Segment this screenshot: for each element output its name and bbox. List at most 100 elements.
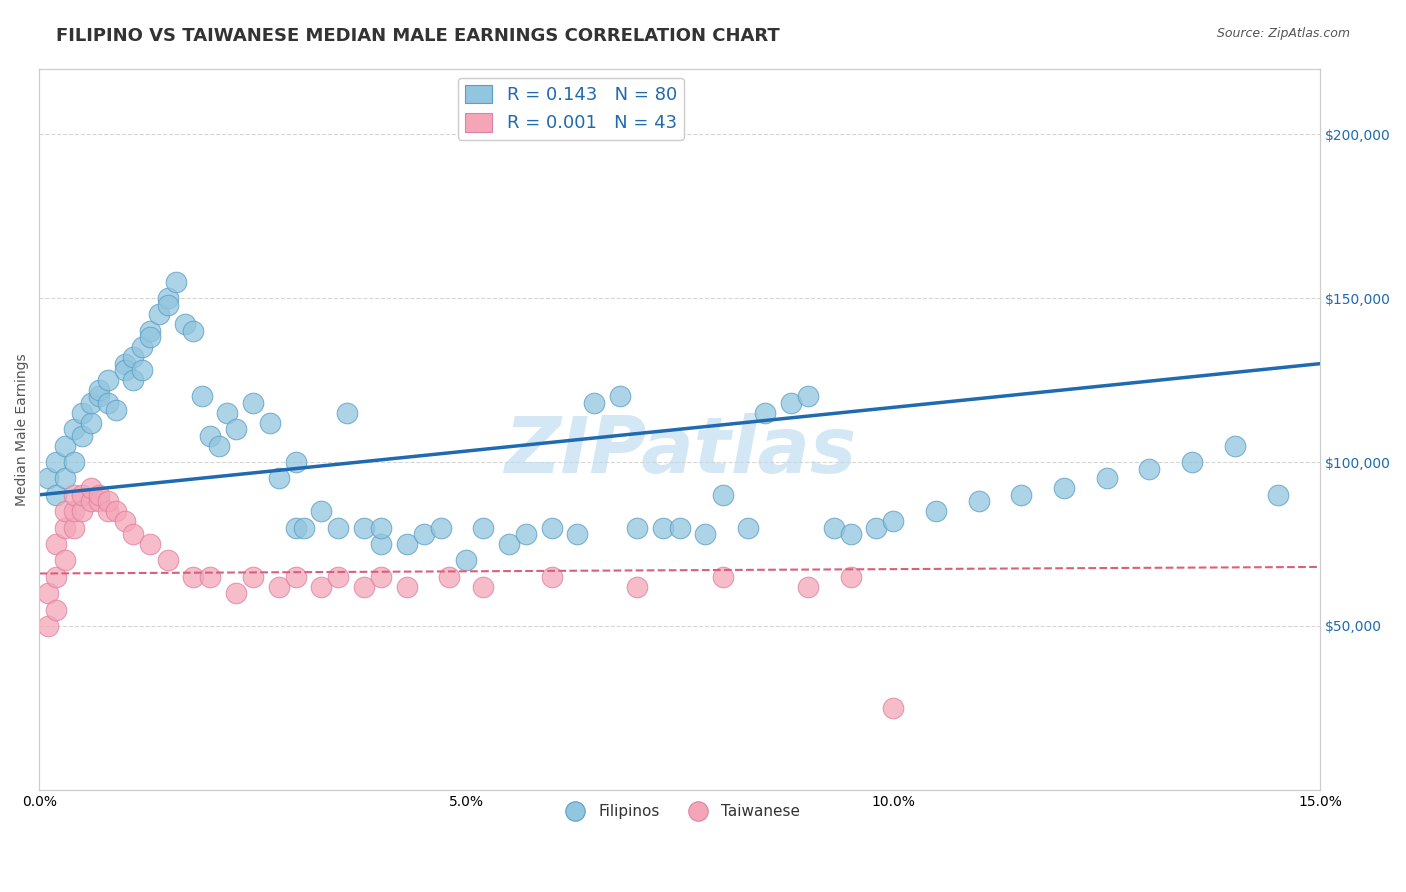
Point xyxy=(53,439,76,453)
Point xyxy=(62,422,84,436)
Point xyxy=(139,330,162,344)
Point xyxy=(823,520,845,534)
Point xyxy=(737,520,759,534)
Point xyxy=(45,570,67,584)
Point xyxy=(156,553,179,567)
Point xyxy=(267,471,290,485)
Point xyxy=(1010,488,1032,502)
Point xyxy=(173,318,195,332)
Point xyxy=(97,373,120,387)
Point xyxy=(62,520,84,534)
Point xyxy=(472,580,495,594)
Point xyxy=(122,527,145,541)
Point xyxy=(37,619,59,633)
Point xyxy=(395,580,418,594)
Point xyxy=(45,455,67,469)
Point xyxy=(70,504,93,518)
Point xyxy=(328,520,350,534)
Point xyxy=(53,520,76,534)
Point xyxy=(925,504,948,518)
Point xyxy=(89,494,111,508)
Point xyxy=(165,275,187,289)
Point xyxy=(259,416,281,430)
Point xyxy=(583,396,606,410)
Point xyxy=(70,429,93,443)
Point xyxy=(242,570,264,584)
Point xyxy=(122,373,145,387)
Point xyxy=(669,520,692,534)
Point xyxy=(62,488,84,502)
Point xyxy=(865,520,887,534)
Point xyxy=(839,570,862,584)
Point xyxy=(37,471,59,485)
Point xyxy=(797,389,820,403)
Text: Source: ZipAtlas.com: Source: ZipAtlas.com xyxy=(1216,27,1350,40)
Point xyxy=(53,471,76,485)
Point xyxy=(711,570,734,584)
Point xyxy=(122,350,145,364)
Y-axis label: Median Male Earnings: Median Male Earnings xyxy=(15,353,30,506)
Point xyxy=(284,520,307,534)
Point xyxy=(1139,461,1161,475)
Point xyxy=(37,586,59,600)
Point xyxy=(105,504,128,518)
Point xyxy=(242,396,264,410)
Point xyxy=(370,537,392,551)
Point xyxy=(967,494,990,508)
Point xyxy=(797,580,820,594)
Text: ZIPatlas: ZIPatlas xyxy=(503,413,856,489)
Point xyxy=(114,363,136,377)
Point xyxy=(711,488,734,502)
Point xyxy=(839,527,862,541)
Point xyxy=(53,553,76,567)
Point xyxy=(217,406,239,420)
Point xyxy=(1181,455,1204,469)
Point xyxy=(267,580,290,594)
Point xyxy=(89,383,111,397)
Point xyxy=(79,494,101,508)
Point xyxy=(181,324,204,338)
Point xyxy=(190,389,212,403)
Legend: Filipinos, Taiwanese: Filipinos, Taiwanese xyxy=(554,798,806,826)
Point xyxy=(353,580,375,594)
Point xyxy=(139,324,162,338)
Point xyxy=(395,537,418,551)
Point xyxy=(97,504,120,518)
Point xyxy=(695,527,717,541)
Point xyxy=(1267,488,1289,502)
Point xyxy=(181,570,204,584)
Point xyxy=(156,291,179,305)
Point xyxy=(1223,439,1246,453)
Point xyxy=(139,537,162,551)
Point xyxy=(114,357,136,371)
Point xyxy=(70,406,93,420)
Point xyxy=(882,701,904,715)
Point xyxy=(412,527,434,541)
Point xyxy=(336,406,359,420)
Point xyxy=(754,406,776,420)
Text: FILIPINO VS TAIWANESE MEDIAN MALE EARNINGS CORRELATION CHART: FILIPINO VS TAIWANESE MEDIAN MALE EARNIN… xyxy=(56,27,780,45)
Point xyxy=(198,570,221,584)
Point xyxy=(309,504,332,518)
Point xyxy=(79,396,101,410)
Point xyxy=(225,422,247,436)
Point xyxy=(498,537,520,551)
Point xyxy=(370,570,392,584)
Point xyxy=(62,455,84,469)
Point xyxy=(79,416,101,430)
Point xyxy=(131,340,153,354)
Point xyxy=(131,363,153,377)
Point xyxy=(456,553,478,567)
Point xyxy=(97,396,120,410)
Point xyxy=(148,308,170,322)
Point xyxy=(198,429,221,443)
Point xyxy=(79,481,101,495)
Point xyxy=(114,514,136,528)
Point xyxy=(45,537,67,551)
Point xyxy=(309,580,332,594)
Point xyxy=(89,488,111,502)
Point xyxy=(439,570,461,584)
Point xyxy=(651,520,673,534)
Point xyxy=(225,586,247,600)
Point xyxy=(353,520,375,534)
